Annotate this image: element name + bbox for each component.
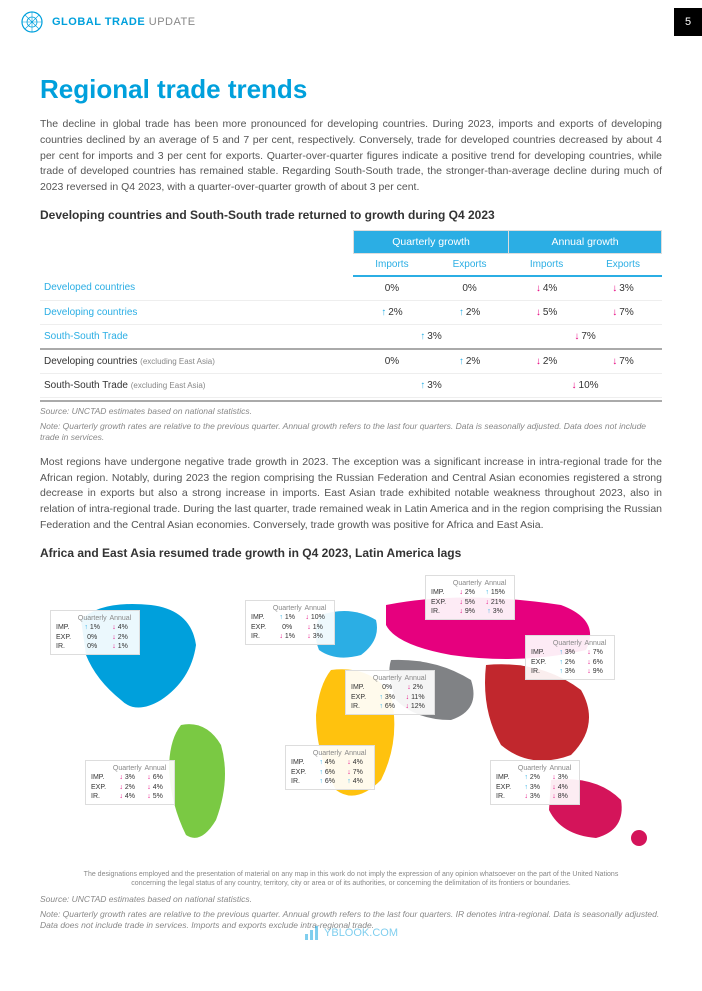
region-box-russia_central_asia: QuarterlyAnnualIMP.↓2%↑15%EXP.↓5%↓21%IR.… (425, 575, 515, 621)
map-source: Source: UNCTAD estimates based on nation… (40, 894, 662, 905)
cell: ↑3% (353, 373, 508, 397)
row-label: Developing countries (excluding East Asi… (40, 349, 353, 374)
cell: ↓7% (585, 349, 662, 374)
table-row: Developed countries0%0%↓4%↓3% (40, 276, 662, 301)
region-box-europe: QuarterlyAnnualIMP.↑1%↓10%EXP.0%↓1%IR.↓1… (245, 600, 335, 646)
cell: ↑3% (353, 324, 508, 349)
table-row: Developing countries (excluding East Asi… (40, 349, 662, 374)
th-quarterly: Quarterly growth (353, 230, 508, 253)
table-row: South-South Trade↑3%↓7% (40, 324, 662, 349)
cell: 0% (430, 276, 508, 301)
map-disclaimer: The designations employed and the presen… (80, 870, 622, 888)
map-title: Africa and East Asia resumed trade growt… (40, 546, 662, 560)
row-label: Developed countries (40, 276, 353, 301)
cell: ↓4% (509, 276, 585, 301)
cell: ↑2% (353, 300, 430, 324)
main-heading: Regional trade trends (40, 74, 662, 105)
cell: ↓2% (509, 349, 585, 374)
region-box-south_america: QuarterlyAnnualIMP.↓3%↓6%EXP.↓2%↓4%IR.↓4… (85, 760, 175, 806)
cell: ↓7% (585, 300, 662, 324)
page-header: GLOBAL TRADE UPDATE 5 (0, 0, 702, 44)
watermark: YBLOOK.COM (304, 925, 398, 941)
header-title: GLOBAL TRADE UPDATE (52, 16, 196, 28)
mid-paragraph: Most regions have undergone negative tra… (40, 455, 662, 534)
intro-paragraph: The decline in global trade has been mor… (40, 117, 662, 196)
region-box-africa: QuarterlyAnnualIMP.↑4%↓4%EXP.↑6%↓7%IR.↑6… (285, 745, 375, 791)
region-box-east_asia: QuarterlyAnnualIMP.↑3%↓7%EXP.↑2%↓6%IR.↑3… (525, 635, 615, 681)
table-row: Developing countries↑2%↑2%↓5%↓7% (40, 300, 662, 324)
table-source: Source: UNCTAD estimates based on nation… (40, 406, 662, 417)
cell: ↓3% (585, 276, 662, 301)
cell: 0% (353, 276, 430, 301)
table-row: South-South Trade (excluding East Asia)↑… (40, 373, 662, 397)
row-label: South-South Trade (excluding East Asia) (40, 373, 353, 397)
page-number: 5 (674, 8, 702, 36)
cell: ↓5% (509, 300, 585, 324)
th-annual: Annual growth (509, 230, 662, 253)
world-map: QuarterlyAnnualIMP.↑1%↓4%EXP.0%↓2%IR.0%↓… (40, 570, 662, 860)
row-label: South-South Trade (40, 324, 353, 349)
trade-growth-table: Quarterly growth Annual growth Imports E… (40, 230, 662, 398)
table-title: Developing countries and South-South tra… (40, 208, 662, 222)
region-box-middle_east_south_asia: QuarterlyAnnualIMP.0%↓2%EXP.↑3%↓11%IR.↑6… (345, 670, 435, 716)
cell: ↑2% (430, 300, 508, 324)
cell: ↑2% (430, 349, 508, 374)
table-note: Note: Quarterly growth rates are relativ… (40, 421, 662, 443)
cell: ↓7% (509, 324, 662, 349)
row-label: Developing countries (40, 300, 353, 324)
region-box-oceania: QuarterlyAnnualIMP.↑2%↓3%EXP.↑3%↓4%IR.↓3… (490, 760, 580, 806)
region-box-north_america: QuarterlyAnnualIMP.↑1%↓4%EXP.0%↓2%IR.0%↓… (50, 610, 140, 656)
cell: 0% (353, 349, 430, 374)
cell: ↓10% (509, 373, 662, 397)
watermark-icon (304, 925, 320, 941)
un-logo-icon (20, 10, 44, 34)
